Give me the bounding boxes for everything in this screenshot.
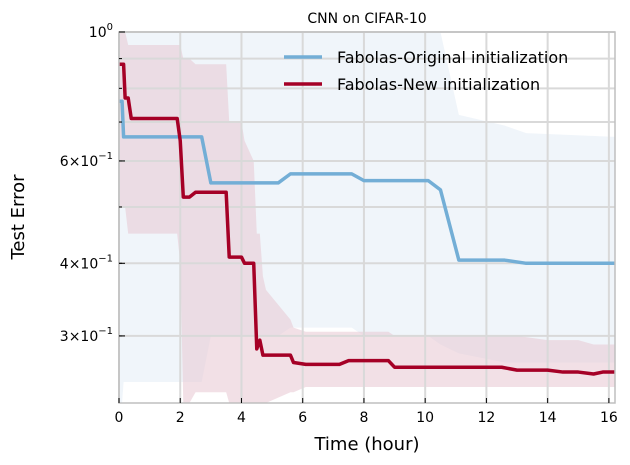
line-series-1 xyxy=(119,99,615,266)
x-tick-label: 16 xyxy=(600,410,618,426)
line-series-2 xyxy=(119,62,615,376)
band-series-2 xyxy=(119,32,615,403)
x-tick-label: 12 xyxy=(477,410,495,426)
x-tick-label: 4 xyxy=(237,410,246,426)
legend-label-2: Fabolas-New initialization xyxy=(337,75,540,94)
y-tick-label: 3×10−1 xyxy=(60,326,113,345)
legend: Fabolas-Original initialization Fabolas-N… xyxy=(284,48,568,94)
x-tick-label: 10 xyxy=(416,410,434,426)
y-tick-label: 100 xyxy=(89,22,113,41)
legend-label-1: Fabolas-Original initialization xyxy=(337,48,568,67)
y-tick-label: 4×10−1 xyxy=(60,253,113,272)
series-lines xyxy=(119,62,615,376)
plot-area-frame xyxy=(118,31,616,404)
y-axis-title: Test Error xyxy=(8,174,29,261)
x-axis: 0 2 4 6 8 10 12 14 16 xyxy=(115,398,618,426)
confidence-bands xyxy=(119,32,615,403)
x-tick-label: 14 xyxy=(539,410,557,426)
x-tick-label: 8 xyxy=(359,410,368,426)
x-tick-label: 0 xyxy=(115,410,124,426)
chart-title: CNN on CIFAR-10 xyxy=(307,11,426,27)
x-tick-label: 6 xyxy=(298,410,307,426)
y-axis: 100 6×10−1 4×10−1 3×10−1 xyxy=(60,22,125,345)
y-tick-label: 6×10−1 xyxy=(60,151,113,170)
x-axis-title: Time (hour) xyxy=(313,434,419,455)
x-tick-label: 2 xyxy=(176,410,185,426)
